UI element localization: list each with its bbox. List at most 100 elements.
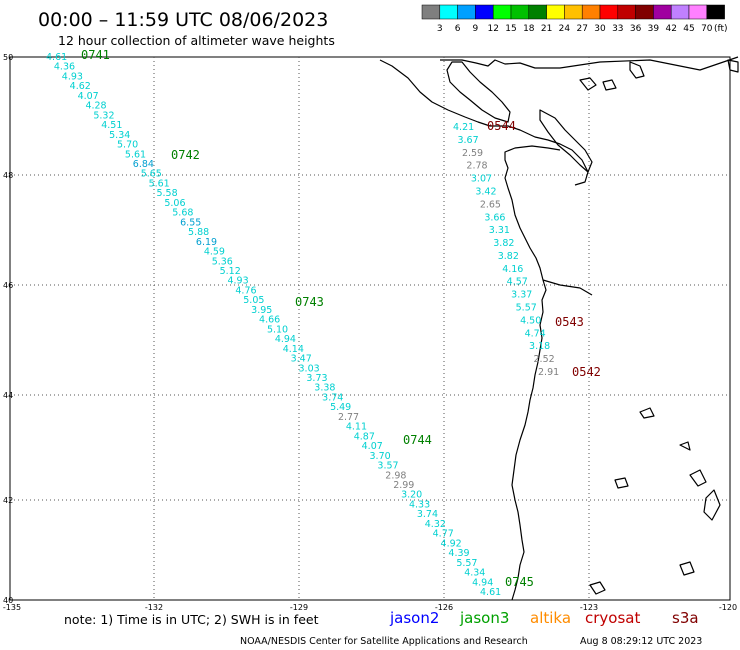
wave-height-value: 4.61 (46, 52, 67, 63)
wave-height-value: 3.31 (489, 225, 510, 236)
legend-swatch (439, 4, 458, 20)
wave-height-value: 3.03 (299, 363, 320, 374)
footer-note: note: 1) Time is in UTC; 2) SWH is in fe… (64, 612, 319, 627)
wave-height-value: 3.95 (251, 305, 272, 316)
inland-lake-outline (679, 561, 695, 576)
wave-height-value: 2.77 (338, 412, 359, 423)
wave-height-value: 4.66 (259, 315, 280, 326)
pass-time-label: 0543 (555, 315, 584, 329)
wave-height-value: 5.05 (243, 295, 264, 306)
legend-bin-label: 45 (683, 24, 694, 34)
wave-height-value: 5.57 (456, 558, 477, 569)
wave-height-value: 4.51 (101, 120, 122, 131)
legend-swatch (546, 4, 565, 20)
lon-label: -135 (3, 603, 21, 612)
wave-height-value: 4.16 (502, 264, 523, 275)
wave-height-value: 3.38 (314, 383, 335, 394)
wave-height-value: 5.88 (188, 227, 209, 238)
legend-bin-label: 24 (559, 24, 571, 34)
wave-height-value: 5.61 (125, 149, 146, 160)
lat-label: 44 (3, 391, 13, 400)
inland-lake-outline (639, 407, 655, 419)
legend-swatch (564, 4, 583, 20)
wave-height-value: 2.78 (466, 161, 487, 172)
wave-height-value: 5.65 (141, 169, 162, 180)
legend-unit: (ft) (714, 24, 728, 34)
legend-bin-label: 70 (701, 24, 713, 34)
wave-height-value: 5.57 (516, 303, 537, 314)
inland-lake-outline (679, 441, 691, 451)
lat-label: 46 (3, 281, 13, 290)
wave-height-value: 5.68 (172, 208, 193, 219)
legend-swatch (421, 4, 441, 20)
wave-height-value: 3.07 (471, 174, 492, 185)
legend-swatch (670, 4, 690, 20)
legend-bin-label: 42 (665, 24, 676, 34)
wave-height-value: 4.94 (472, 577, 493, 588)
legend-bin-label: 3 (437, 24, 443, 34)
wave-height-value: 4.36 (54, 62, 75, 73)
sat-label-cryosat: cryosat (585, 609, 640, 627)
wave-height-value: 3.74 (322, 392, 343, 403)
map-title: 00:00 – 11:59 UTC 08/06/2023 (38, 9, 328, 31)
wave-height-value: 5.34 (109, 130, 130, 141)
inland-lake-outline (589, 581, 606, 595)
footer-timestamp: Aug 8 08:29:12 UTC 2023 (580, 636, 702, 647)
map-frame (9, 56, 731, 601)
map-subtitle: 12 hour collection of altimeter wave hei… (58, 33, 335, 48)
longitude-labels: -135 -132 -129 -126 -123 -120 (3, 603, 737, 612)
wave-height-value: 4.76 (235, 285, 256, 296)
legend-bin-label: 6 (455, 24, 461, 34)
legend-swatch (653, 4, 672, 20)
wave-height-value: 2.59 (462, 148, 483, 159)
wave-height-value: 3.70 (370, 451, 391, 462)
inland-lake-outline (614, 477, 629, 489)
inland-lake-outline (727, 59, 739, 73)
wave-height-value: 5.61 (149, 178, 170, 189)
legend-swatch (706, 4, 725, 20)
wave-height-value: 4.93 (227, 276, 248, 287)
wave-height-value: 4.39 (448, 548, 469, 559)
latitude-labels: 50 48 46 44 42 40 (3, 53, 13, 605)
lon-label: -129 (290, 603, 308, 612)
wave-height-value: 4.94 (275, 334, 296, 345)
wave-height-value: 5.36 (212, 256, 233, 267)
wave-height-value: 4.14 (283, 344, 304, 355)
legend-bin-label: 36 (630, 24, 642, 34)
wave-height-value: 3.74 (417, 509, 438, 520)
pass-time-label: 0745 (505, 575, 534, 589)
wave-height-value: 4.11 (346, 422, 367, 433)
wave-height-value: 3.82 (493, 238, 514, 249)
lat-label: 42 (3, 496, 13, 505)
wave-height-value: 3.73 (306, 373, 327, 384)
wave-height-value: 2.98 (385, 470, 406, 481)
sat-label-s3a: s3a (672, 609, 699, 627)
lon-label: -120 (719, 603, 737, 612)
wave-height-value: 2.65 (480, 199, 501, 210)
wave-height-value: 5.10 (267, 324, 288, 335)
puget-sound-outline (539, 109, 593, 173)
wave-height-value: 4.74 (525, 328, 546, 339)
wave-height-value: 6.19 (196, 237, 217, 248)
wave-height-value: 3.47 (291, 354, 312, 365)
sat-label-altika: altika (530, 609, 571, 627)
legend-swatch (510, 4, 530, 20)
wave-height-value: 4.87 (354, 431, 375, 442)
wave-height-value: 4.62 (70, 81, 91, 92)
pass-time-labels: 0741 0742 0743 0744 0745 0544 0543 0542 (81, 48, 601, 589)
legend-bin-label: 27 (576, 24, 587, 34)
wave-height-value: 4.59 (204, 247, 225, 258)
inland-lake-outline (689, 469, 707, 487)
legend-swatch (688, 4, 708, 20)
wave-height-value: 3.82 (498, 251, 519, 262)
satellite-legend: jason2 jason3 altika cryosat s3a (389, 609, 699, 627)
pass-time-label: 0743 (295, 295, 324, 309)
legend-swatch (457, 4, 476, 20)
inland-lake-outline (629, 61, 645, 79)
wave-height-value: 4.28 (85, 101, 106, 112)
lon-label: -132 (145, 603, 163, 612)
legend-bin-label: 21 (541, 24, 552, 34)
legend-bin-label: 33 (612, 24, 623, 34)
pass-time-label: 0542 (572, 365, 601, 379)
